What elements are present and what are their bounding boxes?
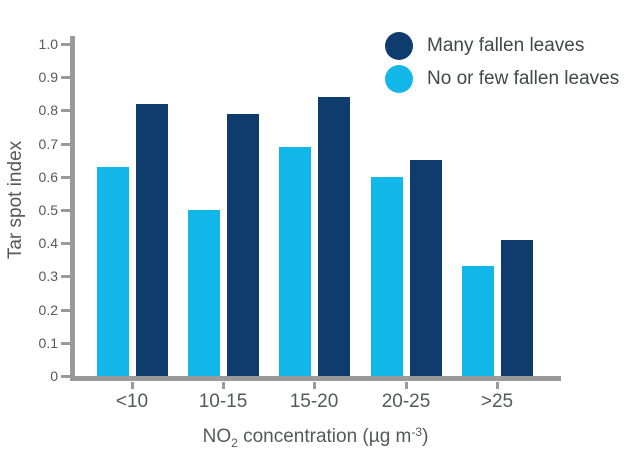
bar-light->25 xyxy=(461,266,494,376)
x-tick-mark xyxy=(313,382,316,389)
x-tick-mark xyxy=(496,382,499,389)
y-tick-mark xyxy=(61,275,70,279)
y-tick-label: 0.8 xyxy=(38,102,58,119)
legend-swatch-icon xyxy=(385,65,413,93)
x-axis-title-suffix: ) xyxy=(422,426,429,447)
legend-label: Many fallen leaves xyxy=(427,35,585,56)
y-tick-label: 1.0 xyxy=(38,36,58,52)
bar-dark-15-20 xyxy=(317,97,350,376)
y-tick-mark xyxy=(61,142,70,146)
y-tick-label: 0.3 xyxy=(38,268,58,285)
legend: Many fallen leaves No or few fallen leave… xyxy=(385,32,619,98)
y-tick-label: 0.9 xyxy=(38,69,58,86)
x-axis-line xyxy=(70,376,561,381)
legend-item: Many fallen leaves xyxy=(385,32,619,60)
bar-dark-20-25 xyxy=(409,160,442,376)
y-tick-mark xyxy=(61,175,70,179)
x-tick-mark xyxy=(131,382,134,389)
x-tick-label: 10-15 xyxy=(198,391,248,412)
y-tick-mark xyxy=(61,242,70,246)
bar-light-15-20 xyxy=(278,147,311,376)
legend-item: No or few fallen leaves xyxy=(385,65,619,93)
x-tick-label: >25 xyxy=(480,391,514,412)
bar-light-<10 xyxy=(96,167,129,376)
bar-light-10-15 xyxy=(187,210,220,376)
y-tick-label: 0.1 xyxy=(38,334,58,351)
y-tick-label: 0.5 xyxy=(38,202,58,218)
x-axis-title-middle: concentration (µg m xyxy=(237,426,412,447)
bar-dark->25 xyxy=(500,240,533,376)
legend-swatch-icon xyxy=(385,32,413,60)
y-tick-label: 0.6 xyxy=(38,168,58,185)
y-tick-mark xyxy=(61,209,70,212)
bar-light-20-25 xyxy=(370,177,403,376)
y-tick-mark xyxy=(61,375,70,378)
y-tick-label: 0.7 xyxy=(38,135,58,152)
x-tick-label: 15-20 xyxy=(289,391,339,412)
legend-label: No or few fallen leaves xyxy=(427,68,620,89)
x-tick-label: 20-25 xyxy=(381,391,431,412)
x-tick-label: <10 xyxy=(115,391,149,412)
y-tick-label: 0 xyxy=(50,368,58,384)
y-tick-mark xyxy=(61,308,70,312)
y-tick-mark xyxy=(61,109,70,113)
x-tick-mark xyxy=(222,382,225,389)
y-tick-mark xyxy=(61,341,70,345)
bar-dark-10-15 xyxy=(226,114,259,376)
x-axis-title-subscript: 2 xyxy=(231,436,238,450)
x-tick-mark xyxy=(405,382,408,389)
y-tick-mark xyxy=(61,43,70,46)
y-axis-line xyxy=(70,36,75,381)
y-tick-mark xyxy=(61,76,70,80)
y-tick-label: 0.4 xyxy=(38,235,58,252)
y-tick-label: 0.2 xyxy=(38,301,58,318)
y-axis-title: Tar spot index xyxy=(5,140,26,260)
bar-dark-<10 xyxy=(135,104,168,376)
x-axis-title: NO2 concentration (µg m-3) xyxy=(70,425,561,450)
x-axis-title-prefix: NO xyxy=(202,426,232,447)
x-axis-title-superscript: -3 xyxy=(411,425,423,439)
